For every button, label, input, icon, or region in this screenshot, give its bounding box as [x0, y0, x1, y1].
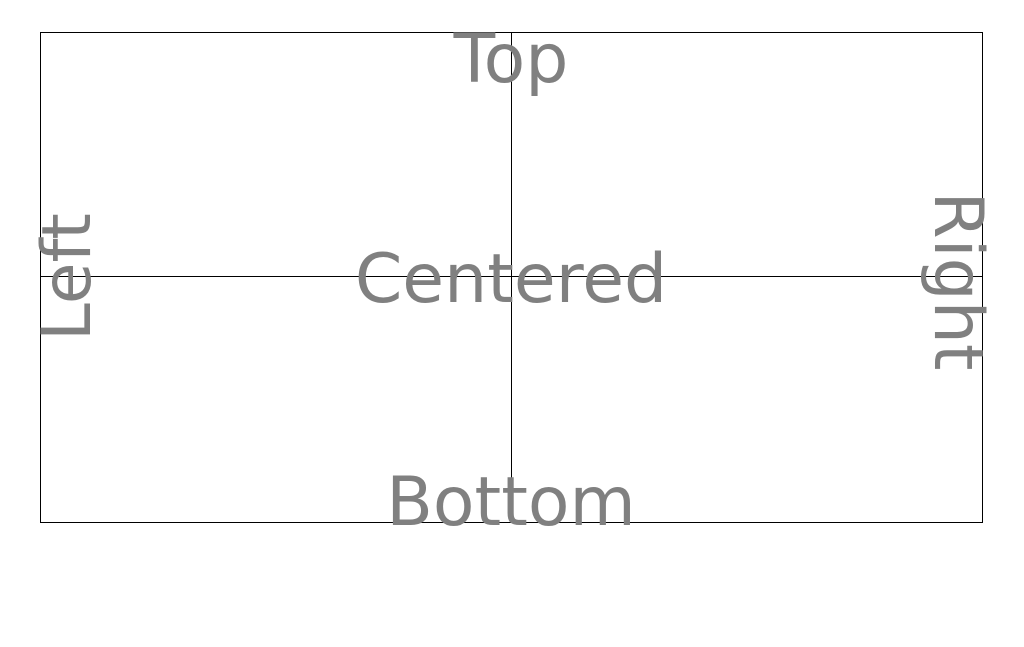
label-right: Right: [918, 191, 997, 370]
label-left: Left: [28, 213, 107, 341]
label-bottom: Bottom: [386, 463, 635, 542]
label-top: Top: [453, 20, 569, 99]
label-centered: Centered: [355, 240, 667, 319]
